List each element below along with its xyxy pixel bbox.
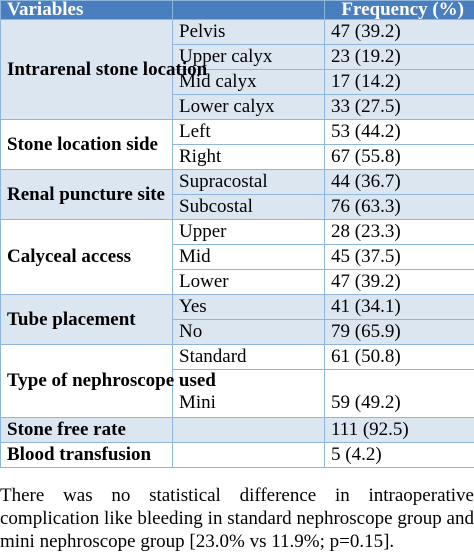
frequency-cell: 61 (50.8): [324, 344, 474, 370]
frequency-cell: 47 (39.2): [324, 19, 474, 45]
category-cell: Yes: [172, 294, 325, 320]
category-cell: No: [172, 319, 325, 345]
table-row: Stone location side Left 53 (44.2): [0, 119, 474, 170]
header-row: Variables Frequency (%): [0, 0, 474, 20]
frequency-cell: 41 (34.1): [324, 294, 474, 320]
table-row: Blood transfusion 5 (4.2): [0, 442, 474, 468]
frequency-cell: 47 (39.2): [324, 269, 474, 295]
header-blank: [172, 0, 325, 20]
variable-label: Stone free rate: [0, 417, 173, 443]
header-frequency: Frequency (%): [324, 0, 474, 20]
caption-paragraph: There was no statistical difference in i…: [0, 485, 474, 552]
frequency-cell: 5 (4.2): [324, 442, 474, 468]
frequency-cell: 67 (55.8): [324, 144, 474, 170]
frequency-cell: 28 (23.3): [324, 219, 474, 245]
category-cell: Standard: [172, 344, 325, 370]
frequency-cell: 17 (14.2): [324, 69, 474, 95]
variable-label: Renal puncture site: [0, 169, 173, 220]
table-row: Intrarenal stone location Pelvis 47 (39.2): [0, 19, 474, 120]
table-row: Tube placement Yes 41 (34.1): [0, 294, 474, 345]
table-row: Renal puncture site Supracostal 44 (36.7): [0, 169, 474, 220]
frequency-cell: 79 (65.9): [324, 319, 474, 345]
frequency-cell: 45 (37.5): [324, 244, 474, 270]
variable-label: Blood transfusion: [0, 442, 173, 468]
category-cell: [172, 417, 325, 443]
frequency-cell: 44 (36.7): [324, 169, 474, 195]
category-cell: Supracostal: [172, 169, 325, 195]
variable-label: Calyceal access: [0, 219, 173, 295]
table-row: No 79 (65.9): [0, 319, 474, 345]
table-body: Intrarenal stone location Pelvis 47 (39.2)…: [0, 19, 474, 468]
frequency-cell: 59 (49.2): [324, 369, 474, 418]
frequency-cell: 33 (27.5): [324, 94, 474, 120]
variable-label: Intrarenal stone location: [0, 19, 207, 120]
table-row: Type of nephroscope used Standard 61 (50.8…: [0, 344, 474, 418]
frequency-cell: 23 (19.2): [324, 44, 474, 70]
category-cell: Lower calyx: [172, 94, 325, 120]
category-cell: Lower: [172, 269, 325, 295]
category-cell: Right: [172, 144, 325, 170]
table-row: Calyceal access Upper 28 (23.3): [0, 219, 474, 295]
category-cell: Upper calyx: [172, 44, 325, 70]
category-cell: [172, 442, 325, 468]
category-cell: Subcostal: [172, 194, 325, 220]
table-row: Mid 45 (37.5): [0, 244, 474, 270]
variable-label: Stone location side: [0, 119, 173, 170]
frequency-table: Variables Frequency (%) Intrarenal stone…: [0, 0, 474, 468]
variable-label: Tube placement: [0, 294, 173, 345]
header-variables: Variables: [0, 0, 173, 20]
table-row: Mid calyx 17 (14.2): [0, 69, 474, 95]
variable-label: Type of nephroscope used: [0, 344, 216, 418]
table-header: Variables Frequency (%): [0, 0, 474, 20]
category-cell: Left: [172, 119, 325, 145]
category-cell: Pelvis: [172, 19, 325, 45]
category-cell: Mid calyx: [172, 69, 325, 95]
frequency-cell: 53 (44.2): [324, 119, 474, 145]
table-row: Stone free rate 111 (92.5): [0, 417, 474, 443]
category-cell: Upper: [172, 219, 325, 245]
table-row: Upper calyx 23 (19.2): [0, 44, 474, 70]
frequency-cell: 76 (63.3): [324, 194, 474, 220]
frequency-cell: 111 (92.5): [324, 417, 474, 443]
category-cell: Mid: [172, 244, 325, 270]
